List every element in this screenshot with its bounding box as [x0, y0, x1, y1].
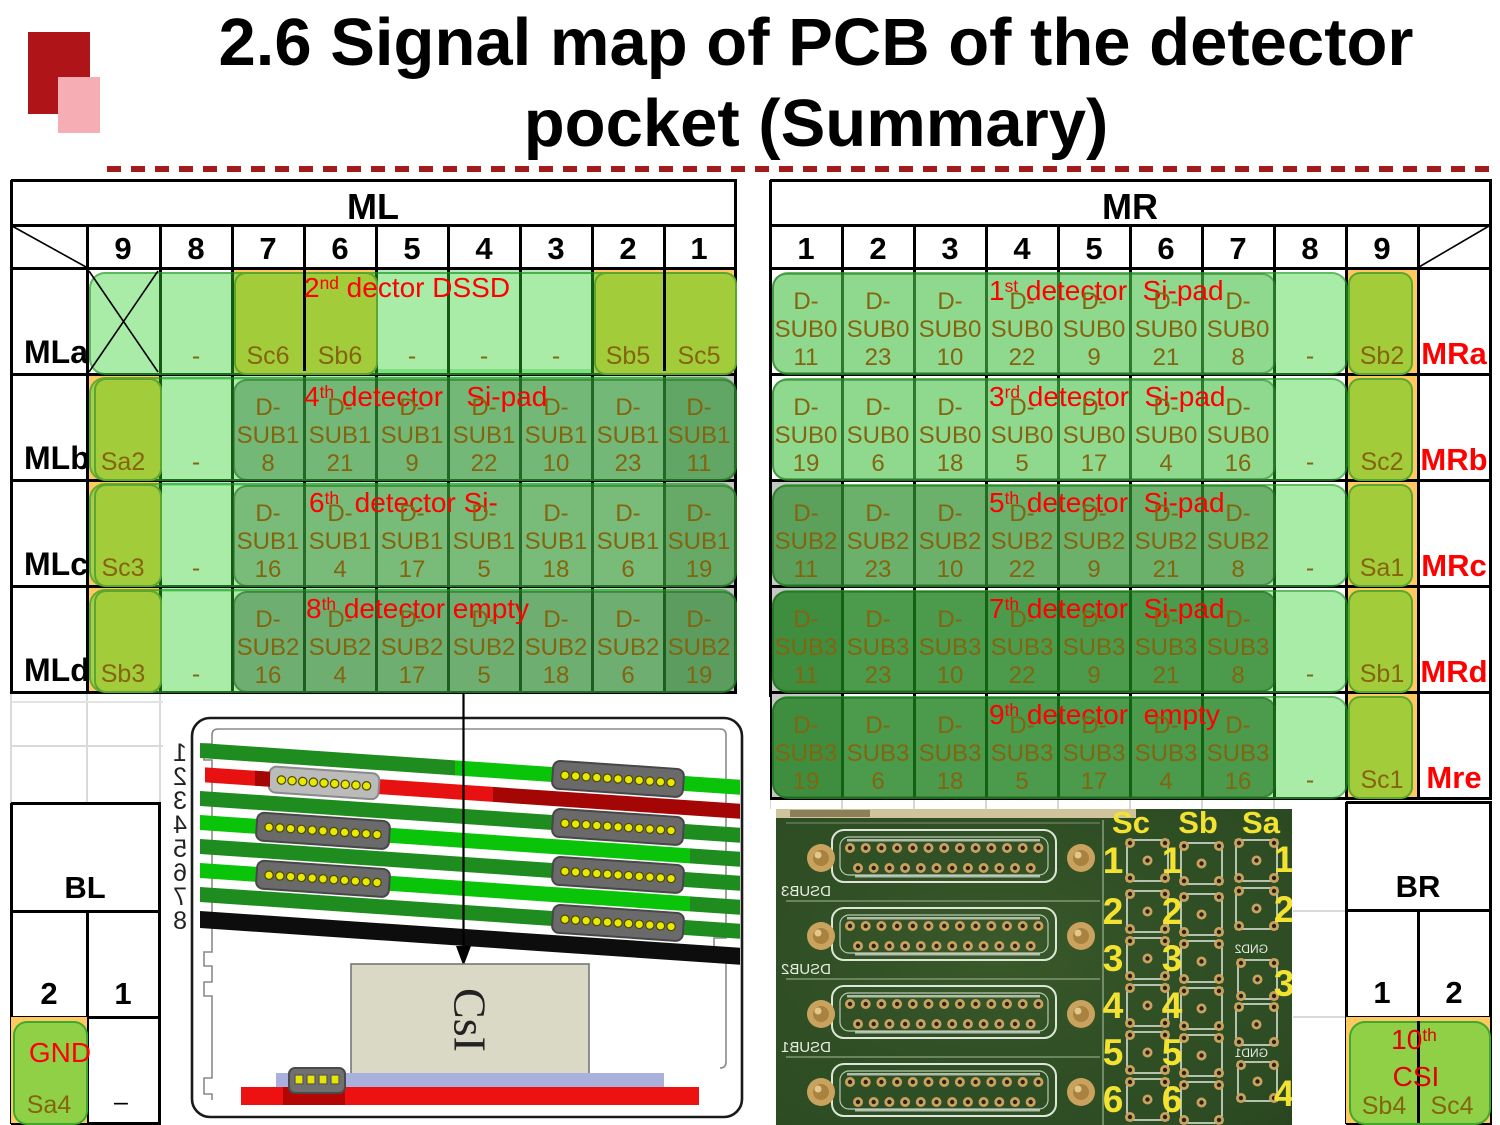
svg-text:5: 5	[1162, 1032, 1183, 1073]
svg-text:CsI: CsI	[445, 988, 496, 1052]
svg-text:GND1: GND1	[1234, 1046, 1268, 1060]
svg-text:Sc: Sc	[1112, 809, 1150, 840]
svg-text:8: 8	[173, 907, 187, 935]
svg-text:DSUB3: DSUB3	[781, 883, 831, 900]
svg-text:1: 1	[1274, 839, 1292, 880]
svg-text:6: 6	[1162, 1079, 1183, 1120]
svg-text:Sb: Sb	[1178, 809, 1218, 840]
svg-text:5: 5	[1103, 1032, 1124, 1073]
svg-text:4: 4	[173, 811, 187, 839]
svg-text:2: 2	[173, 763, 187, 791]
svg-text:GND2: GND2	[1234, 942, 1268, 956]
svg-text:1: 1	[1162, 840, 1183, 881]
svg-text:5: 5	[173, 835, 187, 863]
svg-text:6: 6	[1103, 1079, 1124, 1120]
svg-text:3: 3	[173, 787, 187, 815]
svg-text:3: 3	[1162, 938, 1183, 979]
svg-text:Sa: Sa	[1242, 809, 1281, 840]
svg-text:DSUB1: DSUB1	[781, 1039, 831, 1056]
svg-text:4: 4	[1162, 985, 1183, 1026]
svg-text:2: 2	[1274, 889, 1292, 930]
svg-text:7: 7	[173, 883, 187, 911]
svg-text:1: 1	[1103, 840, 1124, 881]
svg-text:1: 1	[173, 739, 187, 767]
svg-text:3: 3	[1274, 963, 1292, 1004]
svg-text:4: 4	[1274, 1073, 1292, 1114]
svg-text:6: 6	[173, 859, 187, 887]
svg-text:2: 2	[1103, 891, 1124, 932]
svg-text:4: 4	[1103, 985, 1124, 1026]
svg-text:DSUB2: DSUB2	[781, 961, 831, 978]
svg-text:3: 3	[1103, 938, 1124, 979]
svg-text:2: 2	[1162, 891, 1183, 932]
